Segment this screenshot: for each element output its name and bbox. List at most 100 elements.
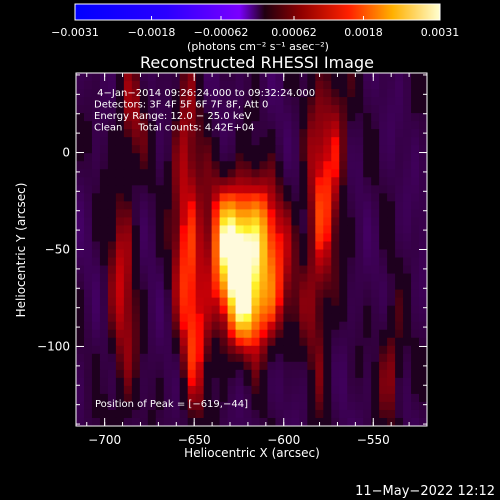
heatmap-cell	[131, 265, 141, 275]
heatmap-cell	[235, 305, 245, 315]
heatmap-cell	[387, 321, 396, 331]
heatmap-cell	[251, 217, 260, 226]
heatmap-cell	[203, 145, 213, 154]
heatmap-cell	[203, 81, 213, 90]
heatmap-cell	[363, 377, 372, 387]
heatmap-cell	[347, 201, 356, 210]
heatmap-cell	[323, 73, 332, 82]
heatmap-cell	[339, 233, 348, 242]
heatmap-cell	[227, 257, 237, 267]
heatmap-cell	[195, 89, 205, 98]
heatmap-cell	[347, 353, 356, 363]
heatmap-cell	[243, 97, 252, 106]
colorbar-gradient	[74, 3, 441, 21]
heatmap-cell	[155, 89, 165, 98]
heatmap-cell	[251, 361, 260, 371]
heatmap-cell	[411, 281, 420, 291]
heatmap-cell	[275, 241, 284, 250]
heatmap-cell	[115, 281, 125, 291]
heatmap-cell	[267, 345, 276, 355]
heatmap-cell	[91, 209, 101, 218]
heatmap-cell	[155, 273, 165, 283]
heatmap-cell	[387, 81, 396, 90]
heatmap-cell	[227, 265, 237, 275]
heatmap-cell	[131, 361, 141, 371]
colorbar-tick-label: 0.00062	[271, 26, 317, 39]
heatmap-cell	[227, 249, 237, 259]
heatmap-cell	[291, 409, 300, 419]
heatmap-cell	[76, 209, 85, 218]
heatmap-cell	[283, 209, 292, 218]
heatmap-cell	[99, 385, 109, 395]
heatmap-cell	[91, 313, 101, 323]
heatmap-cell	[179, 409, 189, 419]
heatmap-cell	[355, 313, 364, 323]
heatmap-cell	[235, 297, 245, 307]
heatmap-cell	[139, 377, 149, 387]
heatmap-cell	[195, 201, 205, 210]
heatmap-cell	[307, 361, 316, 371]
heatmap-cell	[227, 217, 237, 226]
heatmap-cell	[275, 145, 284, 154]
heatmap-cell	[395, 321, 404, 331]
heatmap-cell	[211, 401, 221, 411]
heatmap-cell	[275, 361, 284, 371]
heatmap-cell	[163, 305, 173, 315]
heatmap-cell	[403, 345, 412, 355]
heatmap-cell	[267, 361, 276, 371]
heatmap-cell	[163, 281, 173, 291]
heatmap-cell	[379, 329, 388, 339]
heatmap-cell	[227, 185, 237, 194]
heatmap-cell	[83, 281, 93, 291]
heatmap-cell	[243, 337, 252, 347]
heatmap-row	[76, 209, 428, 218]
heatmap-cell	[155, 321, 165, 331]
heatmap-cell	[363, 201, 372, 210]
heatmap-row	[76, 73, 428, 82]
heatmap-cell	[307, 217, 316, 226]
heatmap-cell	[163, 89, 173, 98]
heatmap-cell	[211, 265, 221, 275]
heatmap-cell	[235, 113, 245, 122]
heatmap-cell	[131, 321, 141, 331]
heatmap-cell	[123, 217, 133, 226]
heatmap-cell	[243, 137, 252, 146]
heatmap-cell	[403, 137, 412, 146]
heatmap-cell	[76, 153, 85, 162]
heatmap-cell	[179, 257, 189, 267]
heatmap-cell	[195, 297, 205, 307]
heatmap-cell	[76, 257, 85, 267]
heatmap-cell	[243, 353, 252, 363]
heatmap-cell	[251, 233, 260, 242]
heatmap-cell	[307, 193, 316, 202]
heatmap-cell	[395, 121, 404, 130]
heatmap-cell	[171, 193, 181, 202]
heatmap-cell	[235, 217, 245, 226]
heatmap-cell	[355, 249, 364, 259]
heatmap-cell	[83, 353, 93, 363]
heatmap-cell	[155, 121, 165, 130]
heatmap-cell	[275, 321, 284, 331]
heatmap-cell	[419, 161, 428, 170]
heatmap-cell	[99, 361, 109, 371]
heatmap-cell	[243, 281, 252, 291]
heatmap-cell	[291, 257, 300, 267]
heatmap-cell	[387, 281, 396, 291]
heatmap-cell	[403, 241, 412, 250]
heatmap-cell	[227, 313, 237, 323]
heatmap-cell	[355, 289, 364, 299]
heatmap-cell	[91, 393, 101, 403]
heatmap-cell	[219, 401, 229, 411]
heatmap-cell	[379, 409, 388, 419]
heatmap-cell	[163, 241, 173, 250]
heatmap-cell	[259, 393, 268, 403]
heatmap-cell	[179, 329, 189, 339]
heatmap-row	[76, 313, 428, 323]
heatmap-cell	[227, 417, 237, 427]
heatmap-cell	[267, 185, 276, 194]
heatmap-cell	[339, 73, 348, 82]
heatmap-cell	[163, 361, 173, 371]
heatmap-row	[76, 353, 428, 363]
heatmap-cell	[76, 89, 85, 98]
heatmap-cell	[203, 201, 213, 210]
